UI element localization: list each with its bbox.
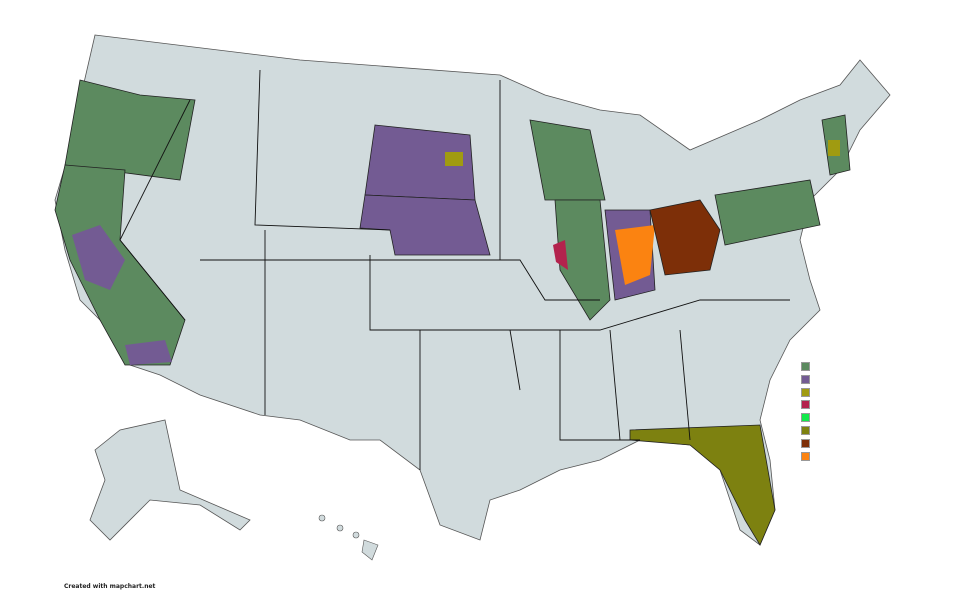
legend-swatch-0	[801, 362, 810, 371]
region-illinois-red	[553, 240, 568, 270]
region-ohio	[649, 199, 721, 276]
region-sd-olive	[445, 152, 463, 166]
hawaii	[318, 514, 379, 561]
legend	[801, 362, 810, 464]
state-borders	[119, 69, 790, 470]
alaska	[89, 419, 251, 541]
state-regions	[54, 79, 851, 546]
legend-swatch-7	[801, 451, 810, 461]
region-wisconsin	[529, 119, 606, 201]
region-nh-olive	[828, 140, 840, 156]
legend-swatch-3	[801, 400, 810, 410]
legend-swatch-5	[801, 425, 810, 435]
region-nebraska	[359, 194, 491, 256]
legend-swatch-1	[801, 374, 810, 384]
region-california-purple	[72, 225, 125, 290]
region-florida	[629, 424, 776, 546]
legend-swatch-6	[801, 438, 810, 448]
region-pennsylvania	[714, 179, 821, 246]
legend-swatch-2	[801, 387, 810, 397]
credit-text: Created with mapchart.net	[64, 583, 156, 590]
legend-swatch-4	[801, 413, 810, 423]
lower-48-outline	[54, 34, 891, 546]
region-california-purple-south	[125, 340, 172, 365]
region-indiana-orange	[615, 225, 655, 285]
